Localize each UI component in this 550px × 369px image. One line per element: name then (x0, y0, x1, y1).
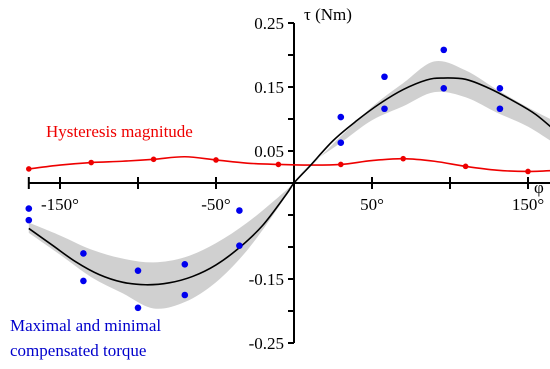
measured-point (236, 207, 243, 214)
measured-point (381, 73, 388, 81)
compensated-annotation-line2: compensated torque (10, 341, 146, 360)
hysteresis-point (213, 157, 219, 163)
hysteresis-point (150, 156, 157, 163)
band-area (28, 60, 550, 309)
measured-point (181, 291, 189, 299)
y-tick-label: 0.05 (254, 142, 284, 161)
axes: -150° -50° 50° 150° 0.25 0.15 0.05 -0.15 -0.25 (27, 14, 550, 353)
measured-point (440, 84, 448, 92)
hysteresis-point (525, 168, 531, 175)
measured-point (496, 84, 504, 92)
y-tick-label: 0.15 (254, 78, 284, 97)
hysteresis-point (275, 161, 282, 168)
hysteresis-point (338, 161, 344, 168)
x-tick-label: 150° (512, 195, 544, 214)
y-axis-label: τ (Nm) (304, 5, 352, 24)
y-tick-label: 0.25 (254, 14, 284, 33)
measured-points (25, 46, 504, 312)
measured-point (134, 304, 142, 312)
hysteresis-line (28, 155, 550, 173)
hysteresis-point (88, 159, 94, 166)
hysteresis-point (462, 163, 469, 170)
measured-point (80, 250, 87, 257)
compensated-annotation-line1: Maximal and minimal (10, 316, 161, 335)
measured-point (337, 139, 345, 146)
measured-point (337, 113, 345, 121)
hysteresis-point (26, 166, 32, 172)
hysteresis-annotation: Hysteresis magnitude (46, 122, 193, 141)
hysteresis-series (26, 155, 550, 175)
labels: τ (Nm) φ Hysteresis magnitude Maximal an… (10, 5, 544, 360)
y-tick-label: -0.15 (249, 270, 284, 289)
measured-point (181, 260, 189, 268)
mean-torque-line (28, 77, 550, 286)
measured-point (25, 205, 33, 212)
measured-point (440, 46, 448, 54)
measured-point (80, 277, 87, 285)
mean-torque-series (28, 77, 550, 286)
x-tick-label: -150° (41, 195, 79, 214)
confidence-band (28, 60, 550, 309)
measured-point (381, 105, 388, 113)
measured-point (134, 267, 142, 274)
y-tick-label: -0.25 (249, 334, 284, 353)
measured-point (25, 216, 33, 224)
x-tick-label: 50° (360, 195, 384, 214)
measured-point (236, 242, 243, 250)
measured-point (496, 105, 504, 113)
x-axis-label: φ (534, 178, 544, 197)
x-tick-label: -50° (201, 195, 230, 214)
hysteresis-point (400, 155, 407, 162)
